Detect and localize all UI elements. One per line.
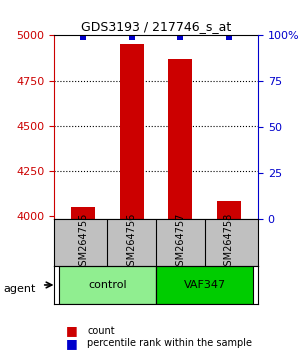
Text: VAF347: VAF347 bbox=[184, 280, 226, 290]
FancyBboxPatch shape bbox=[156, 266, 253, 304]
Text: GSM264756: GSM264756 bbox=[127, 213, 137, 272]
Bar bbox=[71, 207, 95, 219]
Bar bbox=[168, 59, 192, 219]
Text: ■: ■ bbox=[66, 337, 78, 350]
Text: GSM264758: GSM264758 bbox=[224, 213, 234, 272]
Text: GSM264755: GSM264755 bbox=[78, 213, 88, 272]
Title: GDS3193 / 217746_s_at: GDS3193 / 217746_s_at bbox=[81, 20, 231, 33]
Text: agent: agent bbox=[3, 284, 35, 293]
FancyBboxPatch shape bbox=[59, 266, 156, 304]
Text: GSM264757: GSM264757 bbox=[175, 213, 185, 272]
Text: count: count bbox=[87, 326, 115, 336]
Text: ■: ■ bbox=[66, 325, 78, 337]
Text: percentile rank within the sample: percentile rank within the sample bbox=[87, 338, 252, 348]
Text: control: control bbox=[88, 280, 127, 290]
Bar bbox=[217, 201, 241, 219]
Bar bbox=[120, 44, 144, 219]
